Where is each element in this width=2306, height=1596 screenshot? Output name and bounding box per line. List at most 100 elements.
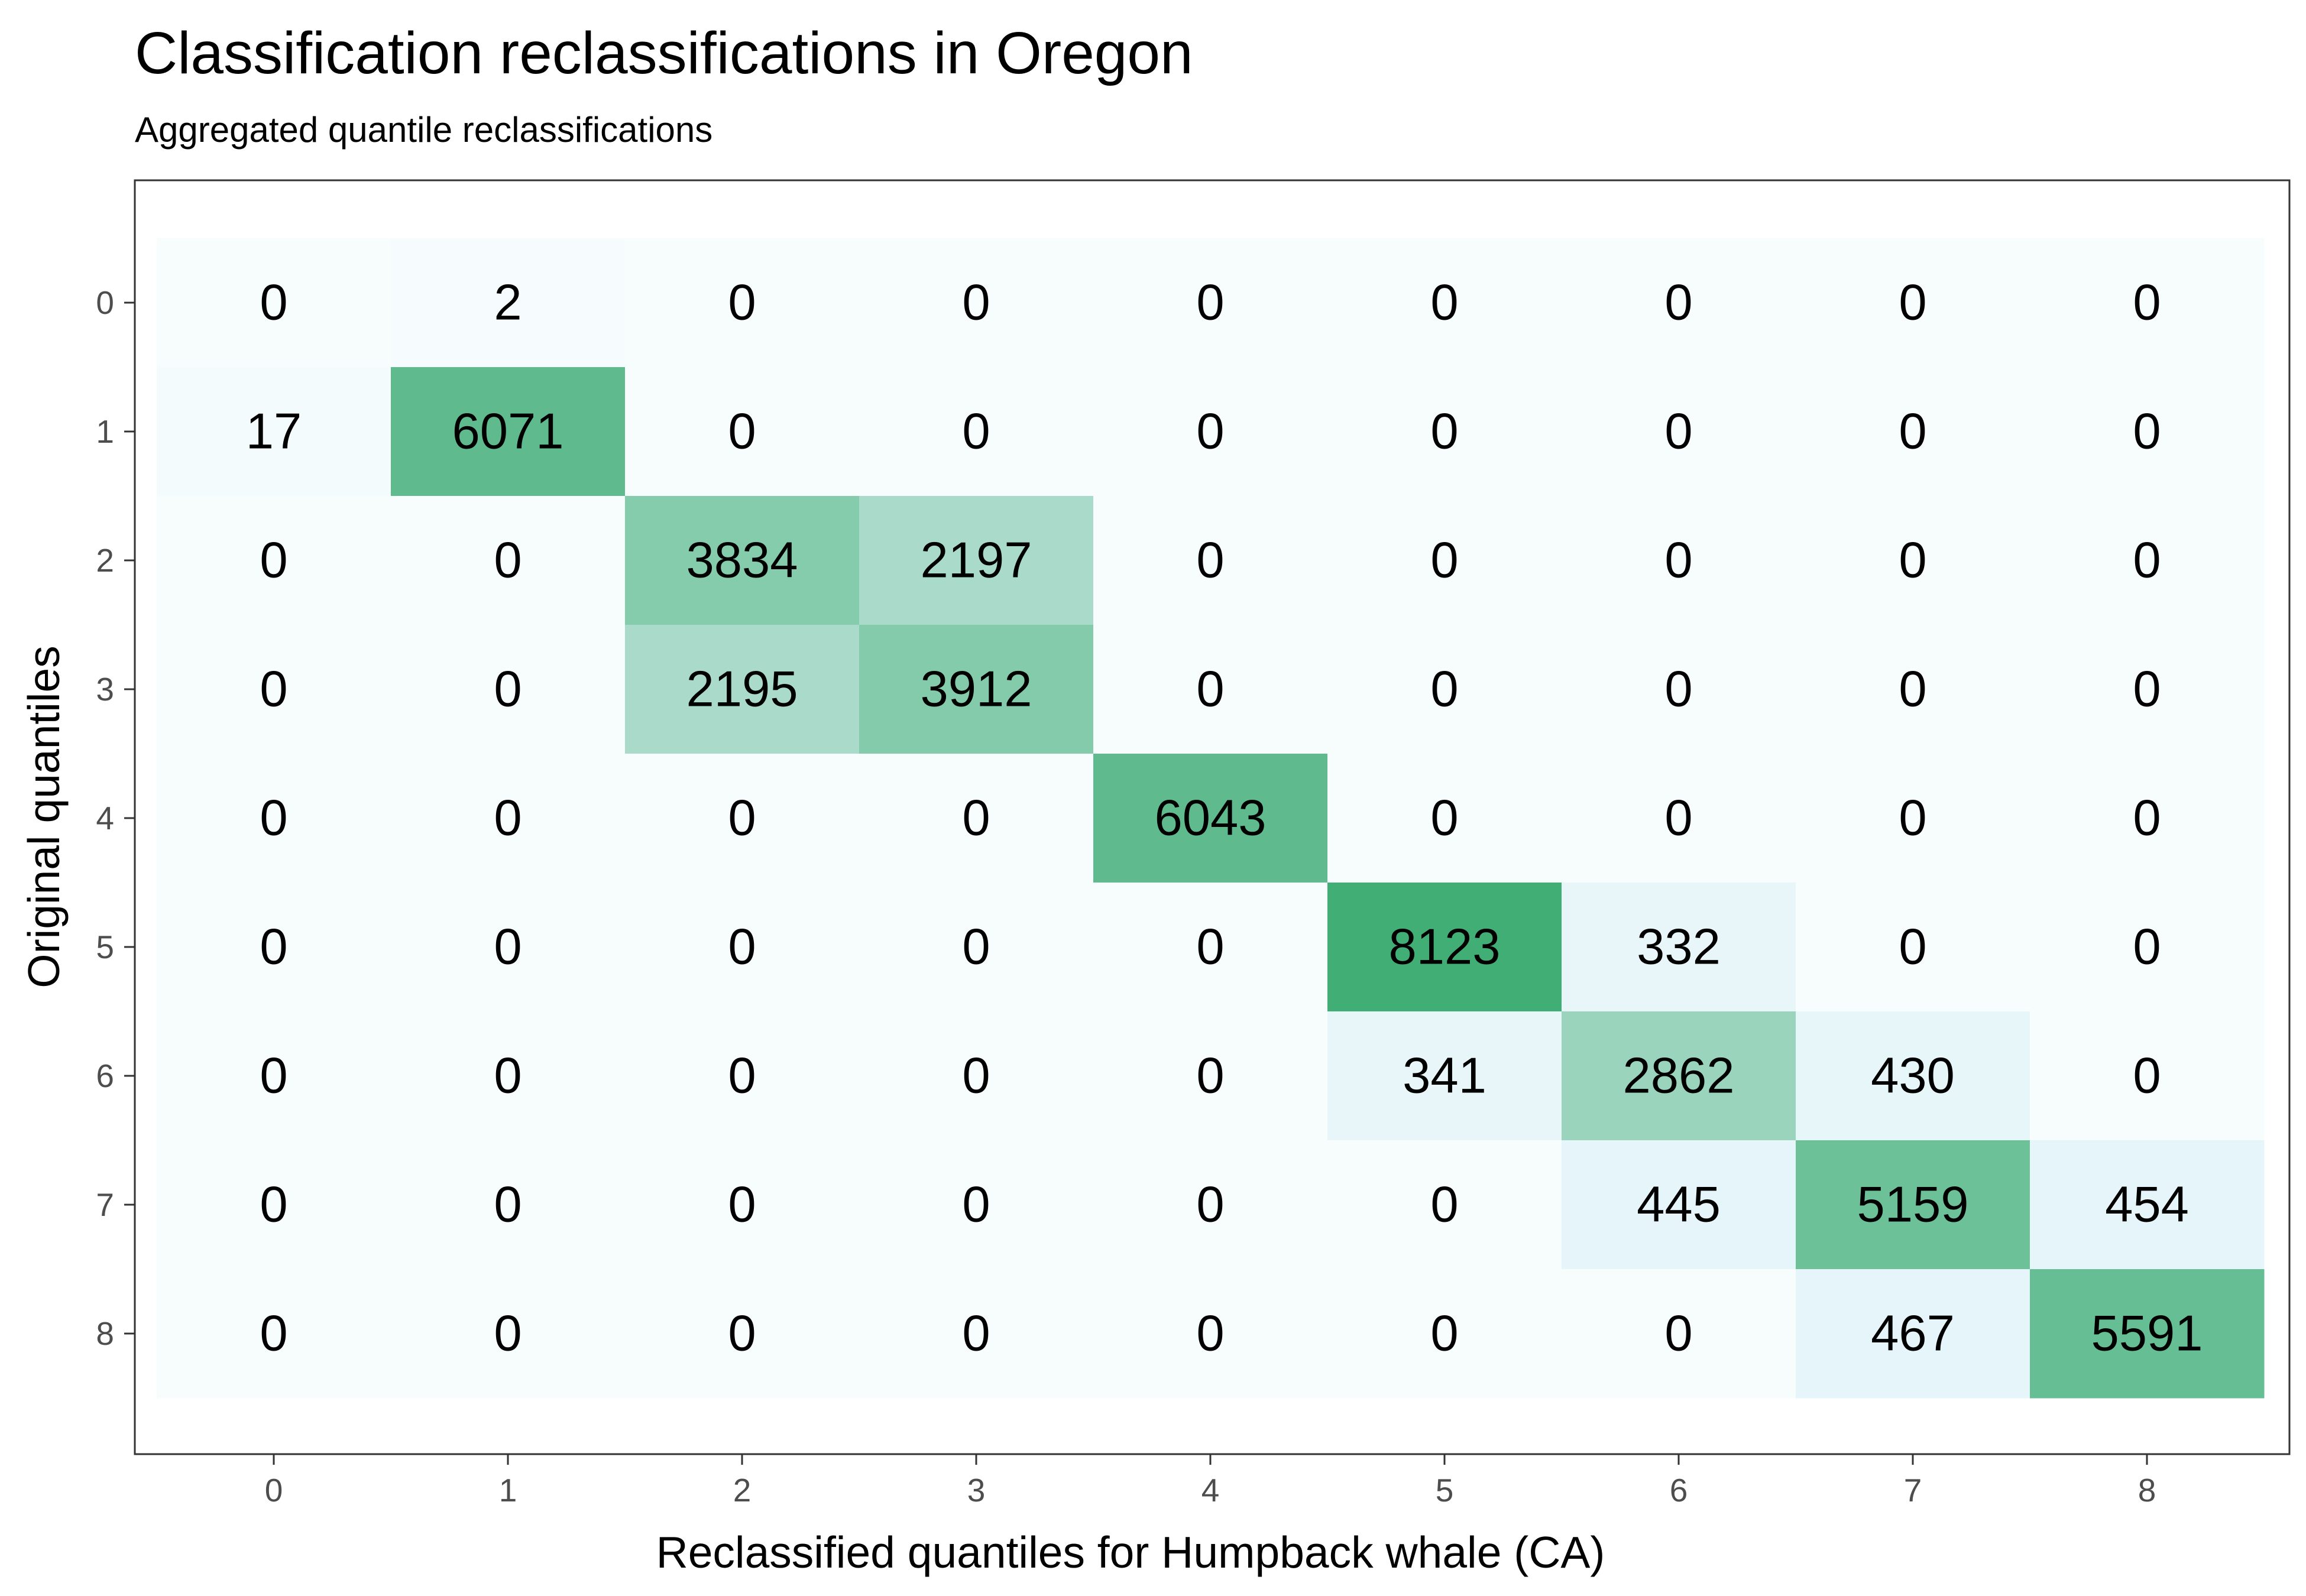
heatmap-cell-2-4 [1093,496,1328,625]
cell-value-label-4-7: 0 [1899,790,1926,846]
y-tick-label-6: 6 [96,1057,114,1094]
cell-value-label-7-1: 0 [494,1177,522,1233]
cell-value-label-6-5: 341 [1403,1048,1486,1104]
heatmap-cell-6-3 [859,1011,1094,1141]
heatmap-cell-4-7 [1796,754,2030,883]
heatmap-cell-0-6 [1562,238,1796,368]
heatmap-cell-7-7 [1796,1140,2030,1270]
cell-value-label-6-6: 2862 [1622,1048,1734,1104]
cell-value-label-6-8: 0 [2133,1048,2161,1104]
cell-value-label-3-4: 0 [1196,661,1224,718]
cell-value-label-7-7: 5159 [1857,1177,1968,1233]
cell-value-label-5-2: 0 [728,919,756,975]
cell-value-label-0-0: 0 [260,275,287,331]
heatmap-cell-0-4 [1093,238,1328,368]
cell-value-label-1-5: 0 [1430,404,1458,460]
cell-value-label-1-3: 0 [962,404,990,460]
cell-value-label-8-5: 0 [1430,1306,1458,1362]
heatmap-cell-7-3 [859,1140,1094,1270]
heatmap-cell-4-4 [1093,754,1328,883]
x-tick-label-0: 0 [265,1472,283,1509]
heatmap-cell-3-1 [391,625,626,754]
heatmap-cell-7-1 [391,1140,626,1270]
y-tick-label-0: 0 [96,284,114,321]
heatmap-cell-7-2 [625,1140,860,1270]
heatmap-cell-4-8 [2030,754,2265,883]
cell-value-label-4-5: 0 [1430,790,1458,846]
cell-value-label-2-6: 0 [1664,533,1692,589]
y-tick-label-5: 5 [96,929,114,965]
cell-value-label-2-8: 0 [2133,533,2161,589]
heatmap-cell-3-7 [1796,625,2030,754]
cell-value-label-2-1: 0 [494,533,522,589]
cell-value-label-4-2: 0 [728,790,756,846]
heatmap-cell-1-7 [1796,367,2030,497]
heatmap-cell-8-8 [2030,1269,2265,1399]
cell-value-label-8-2: 0 [728,1306,756,1362]
heatmap-cell-5-1 [391,883,626,1012]
cell-value-label-3-0: 0 [260,661,287,718]
heatmap-cell-6-0 [157,1011,391,1141]
heatmap-cell-4-2 [625,754,860,883]
x-tick-label-3: 3 [967,1472,986,1509]
heatmap-cell-2-1 [391,496,626,625]
heatmap-cell-7-4 [1093,1140,1328,1270]
cell-value-label-1-8: 0 [2133,404,2161,460]
cell-value-label-0-5: 0 [1430,275,1458,331]
heatmap-cell-6-8 [2030,1011,2265,1141]
cell-value-label-6-7: 430 [1871,1048,1955,1104]
x-tick-label-5: 5 [1436,1472,1454,1509]
heatmap-cell-1-6 [1562,367,1796,497]
y-axis-title: Original quantiles [19,645,69,988]
heatmap-cell-5-5 [1327,883,1562,1012]
heatmap-cell-0-0 [157,238,391,368]
heatmap-cell-8-5 [1327,1269,1562,1399]
y-tick-label-7: 7 [96,1186,114,1223]
heatmap-cell-1-4 [1093,367,1328,497]
cell-value-label-3-6: 0 [1664,661,1692,718]
cell-value-label-8-6: 0 [1664,1306,1692,1362]
x-axis-title: Reclassified quantiles for Humpback whal… [656,1527,1605,1577]
heatmap-cell-6-7 [1796,1011,2030,1141]
heatmap-cell-2-5 [1327,496,1562,625]
cell-value-label-1-1: 6071 [452,404,563,460]
x-tick-label-8: 8 [2138,1472,2156,1509]
heatmap-cell-8-4 [1093,1269,1328,1399]
cell-value-label-2-0: 0 [260,533,287,589]
heatmap-cell-3-8 [2030,625,2265,754]
heatmap-cell-0-7 [1796,238,2030,368]
heatmap-cells: 0 2 0 0 0 0 0 0 0 17 6071 0 0 0 0 0 0 0 0 0 3834 2197 0 0 0 0 0 0 0 2… [157,238,2265,1399]
axis-ticks: 0 1 2 3 4 5 6 7 8 0 1 2 3 4 5 6 7 8 [96,284,2156,1509]
cell-value-label-8-1: 0 [494,1306,522,1362]
y-tick-label-2: 2 [96,542,114,579]
cell-value-label-3-2: 2195 [686,661,798,718]
heatmap-cell-7-5 [1327,1140,1562,1270]
cell-value-label-2-4: 0 [1196,533,1224,589]
heatmap-cell-7-6 [1562,1140,1796,1270]
heatmap-cell-2-3 [859,496,1094,625]
cell-value-label-4-4: 6043 [1154,790,1266,846]
cell-value-label-4-8: 0 [2133,790,2161,846]
cell-value-label-6-4: 0 [1196,1048,1224,1104]
heatmap-cell-8-7 [1796,1269,2030,1399]
heatmap-cell-5-6 [1562,883,1796,1012]
cell-value-label-3-8: 0 [2133,661,2161,718]
heatmap-cell-2-8 [2030,496,2265,625]
cell-value-label-1-7: 0 [1899,404,1926,460]
cell-value-label-8-3: 0 [962,1306,990,1362]
heatmap-cell-0-3 [859,238,1094,368]
cell-value-label-6-3: 0 [962,1048,990,1104]
cell-value-label-4-6: 0 [1664,790,1692,846]
cell-value-label-5-5: 8123 [1388,919,1500,975]
heatmap-cell-6-2 [625,1011,860,1141]
heatmap-cell-4-0 [157,754,391,883]
cell-value-label-6-0: 0 [260,1048,287,1104]
cell-value-label-4-3: 0 [962,790,990,846]
heatmap-cell-3-4 [1093,625,1328,754]
heatmap-cell-5-3 [859,883,1094,1012]
y-tick-label-3: 3 [96,671,114,708]
heatmap-cell-5-8 [2030,883,2265,1012]
heatmap-cell-1-3 [859,367,1094,497]
cell-value-label-7-5: 0 [1430,1177,1458,1233]
cell-value-label-1-6: 0 [1664,404,1692,460]
